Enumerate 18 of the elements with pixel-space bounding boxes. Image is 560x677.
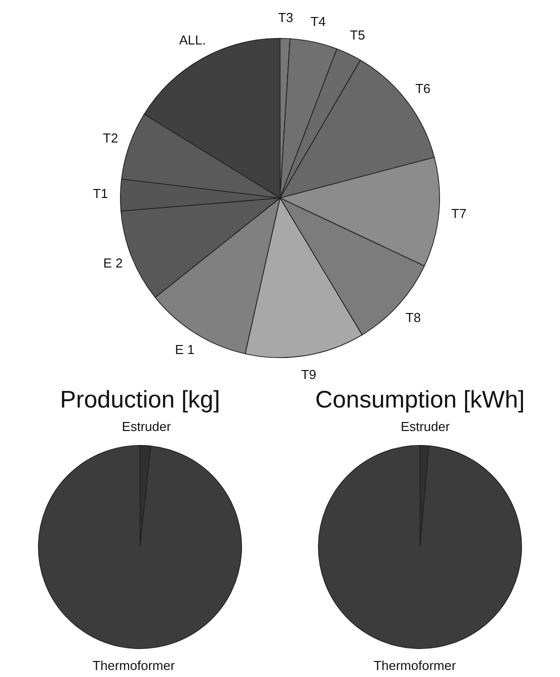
slice-label: T7: [451, 206, 466, 221]
slice-label: Estruder: [400, 419, 450, 434]
chart-title: Consumption [kWh]: [315, 386, 525, 414]
slice-label: E 2: [103, 256, 123, 271]
slice-label: Estruder: [122, 419, 172, 434]
slice-label: T9: [301, 366, 316, 382]
slice-label: E 1: [174, 342, 194, 357]
slice-label: Thermoformer: [374, 658, 457, 674]
slice-label: T3: [278, 10, 294, 26]
slice-label: T2: [102, 130, 118, 146]
slice-label: T5: [350, 28, 366, 43]
slice-label: T4: [310, 14, 326, 30]
slice-label: T1: [92, 186, 108, 202]
slice-label: T8: [406, 310, 421, 326]
slice-label: Thermoformer: [92, 658, 176, 674]
slice-label: T6: [415, 80, 431, 96]
chart-title: Production [kg]: [60, 386, 220, 414]
slice-label: ALL.: [179, 32, 206, 48]
